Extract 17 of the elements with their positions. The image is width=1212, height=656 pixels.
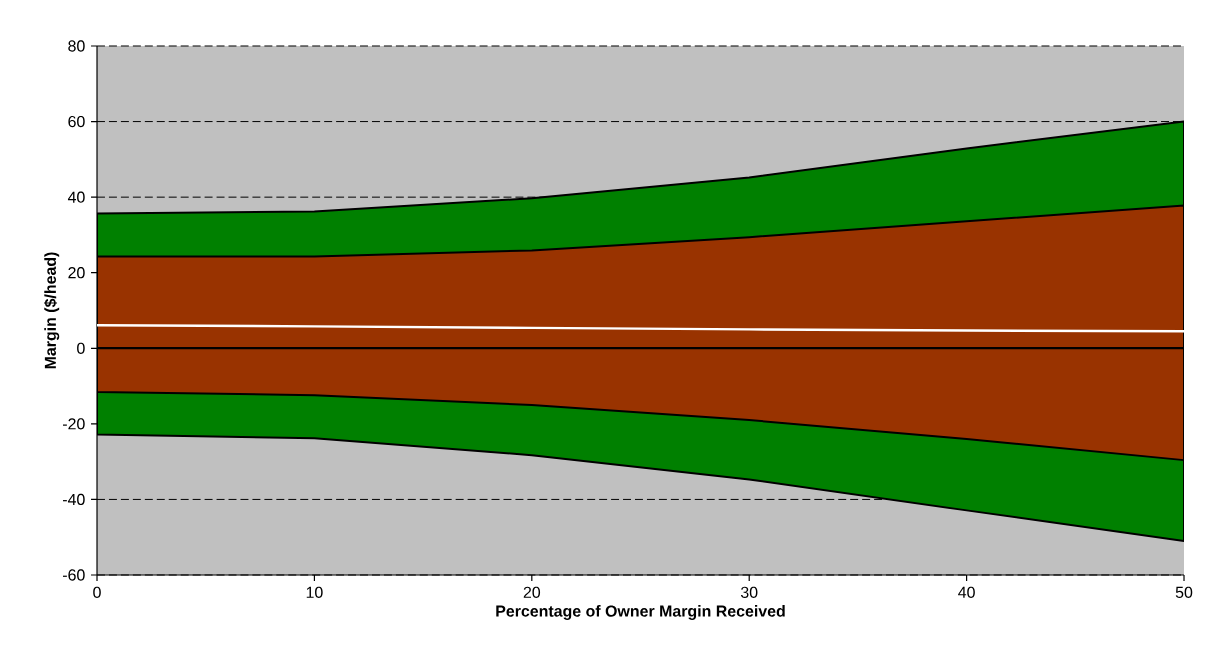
y-tick-label: -20	[63, 418, 85, 430]
x-tick-label: 10	[306, 586, 323, 598]
x-tick-label: 20	[523, 586, 541, 598]
line-series	[97, 324, 1185, 333]
x-tick-label: 50	[1175, 586, 1193, 598]
y-tick-label: 20	[68, 267, 85, 279]
x-tick-label: 0	[93, 586, 101, 598]
y-tick-label: -40	[63, 493, 85, 506]
y-axis-title: Margin ($/head)	[44, 252, 60, 369]
y-tick-label: 0	[77, 342, 85, 354]
x-tick-label: 40	[958, 586, 975, 598]
x-tick-label: 30	[740, 586, 758, 598]
x-axis-title: Percentage of Owner Margin Received	[496, 605, 785, 620]
y-tick-label: 40	[67, 191, 85, 203]
y-tick-label: -60	[63, 569, 85, 581]
y-tick-label: 80	[68, 40, 85, 52]
y-tick-label: 60	[68, 115, 85, 128]
